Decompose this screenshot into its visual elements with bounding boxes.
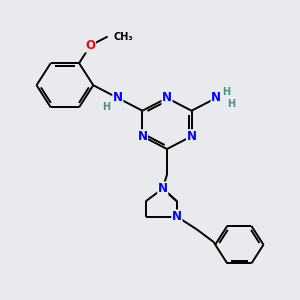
Text: H: H — [227, 99, 235, 109]
Text: N: N — [113, 92, 123, 104]
Text: CH₃: CH₃ — [114, 32, 133, 41]
Text: N: N — [172, 210, 182, 223]
Text: N: N — [162, 92, 172, 104]
Text: N: N — [158, 182, 168, 195]
Text: H: H — [223, 87, 231, 97]
Text: O: O — [85, 39, 95, 52]
Text: N: N — [211, 92, 221, 104]
Text: N: N — [137, 130, 147, 143]
Text: N: N — [187, 130, 196, 143]
Text: H: H — [102, 102, 110, 112]
